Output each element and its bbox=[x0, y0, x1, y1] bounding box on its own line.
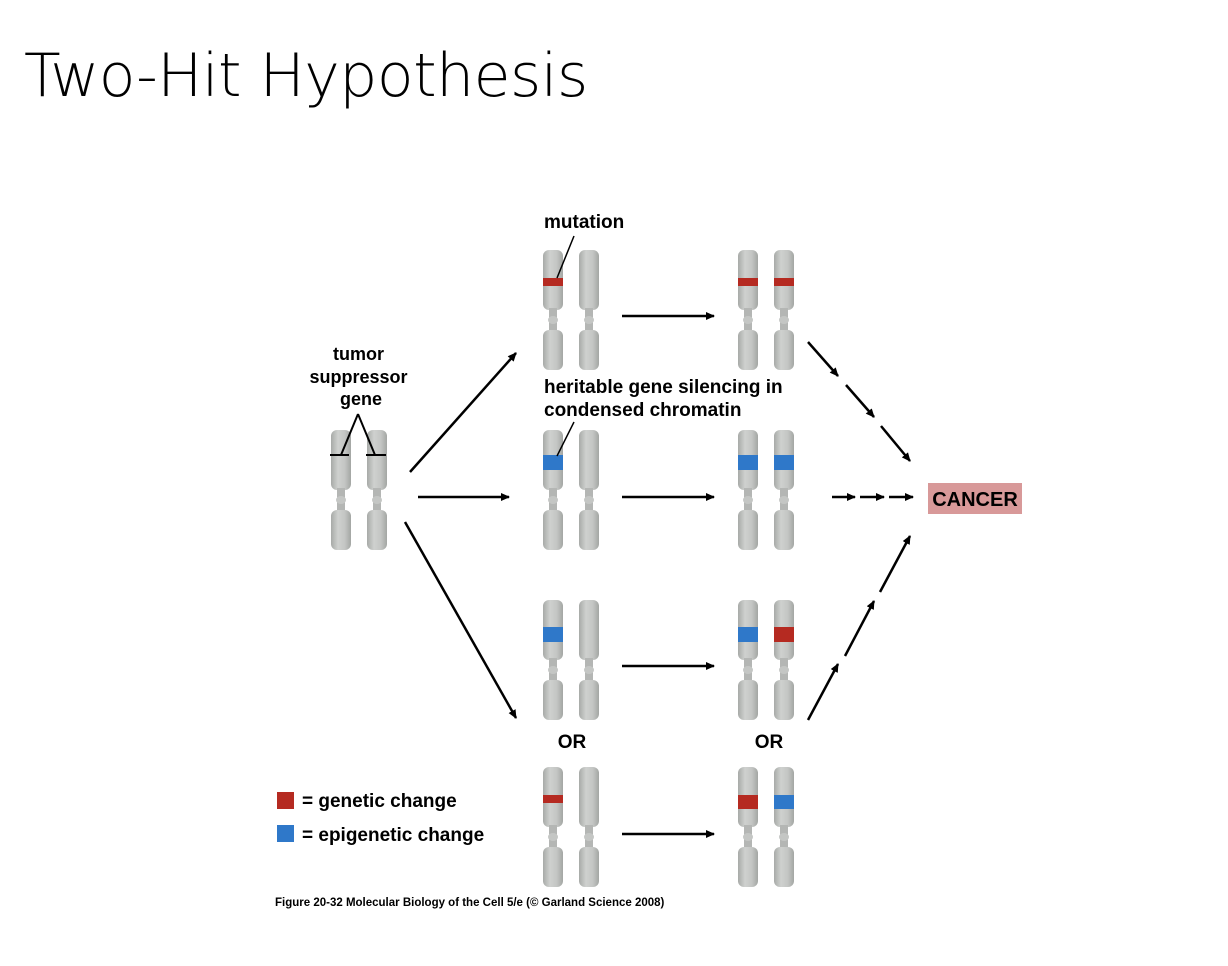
chromosome bbox=[543, 767, 563, 887]
epigenetic-change-band bbox=[774, 795, 794, 809]
genetic-change-band bbox=[774, 278, 794, 286]
chromosome bbox=[774, 430, 794, 550]
mutation-label: mutation bbox=[544, 212, 624, 233]
chromosome-pairs bbox=[331, 250, 794, 887]
chromosome-pair-two-mutations bbox=[738, 250, 794, 370]
genetic-change-band bbox=[543, 795, 563, 803]
chromosome bbox=[738, 600, 758, 720]
chromosome-pair-silenced-mutated bbox=[738, 600, 794, 720]
chromosome-pair-silenced-2 bbox=[543, 600, 599, 720]
legend-epigenetic-swatch bbox=[277, 825, 294, 842]
chromosome bbox=[738, 430, 758, 550]
epigenetic-change-band bbox=[738, 627, 758, 642]
chromosome bbox=[774, 600, 794, 720]
chromosome bbox=[774, 250, 794, 370]
silencing-label: heritable gene silencing in condensed ch… bbox=[544, 377, 788, 421]
legend-epigenetic-label: = epigenetic change bbox=[302, 825, 484, 846]
dashed-arrow-bottom bbox=[806, 535, 912, 721]
chromosome bbox=[738, 767, 758, 887]
or-label-right: OR bbox=[755, 732, 784, 753]
chromosome bbox=[774, 767, 794, 887]
epigenetic-change-band bbox=[738, 455, 758, 470]
chromosome bbox=[543, 250, 563, 370]
chromosome-pair-mutated-silenced bbox=[738, 767, 794, 887]
chromosome bbox=[579, 250, 599, 370]
genetic-change-band bbox=[543, 278, 563, 286]
chromosome bbox=[543, 600, 563, 720]
dashed-arrow-top bbox=[807, 341, 911, 462]
epigenetic-change-band bbox=[774, 455, 794, 470]
chromosome bbox=[331, 430, 351, 550]
epigenetic-change-band bbox=[543, 455, 563, 470]
cancer-box: CANCER bbox=[928, 483, 1022, 514]
legend-genetic-swatch bbox=[277, 792, 294, 809]
arrow-to-mutation-row bbox=[409, 352, 517, 473]
chromosome-pair-silenced bbox=[543, 430, 599, 550]
chromosome bbox=[579, 600, 599, 720]
genetic-change-band bbox=[738, 795, 758, 809]
chromosome bbox=[579, 767, 599, 887]
chromosome bbox=[543, 430, 563, 550]
genetic-change-band bbox=[774, 627, 794, 642]
genetic-change-band bbox=[738, 278, 758, 286]
chromosome bbox=[579, 430, 599, 550]
mutation-pointer bbox=[556, 235, 575, 279]
or-label-left: OR bbox=[558, 732, 587, 753]
second-hit-arrows bbox=[622, 312, 715, 838]
chromosome-pair-mutation bbox=[543, 250, 599, 370]
slide-title: Two-Hit Hypothesis bbox=[24, 41, 588, 111]
legend: = genetic change = epigenetic change bbox=[277, 791, 484, 846]
figure-caption: Figure 20-32 Molecular Biology of the Ce… bbox=[275, 897, 665, 909]
chromosome-pair-two-silenced bbox=[738, 430, 794, 550]
legend-genetic-label: = genetic change bbox=[302, 791, 457, 812]
cancer-arrows bbox=[806, 341, 914, 721]
cancer-label: CANCER bbox=[932, 489, 1018, 511]
tumor-suppressor-label: tumor suppressor gene bbox=[309, 344, 412, 409]
epigenetic-change-band bbox=[543, 627, 563, 642]
gene-bracket bbox=[330, 413, 386, 456]
chromosome bbox=[738, 250, 758, 370]
chromosome-pair-mutation-2 bbox=[543, 767, 599, 887]
chromosome bbox=[367, 430, 387, 550]
chromosome-pair-normal bbox=[331, 430, 387, 550]
silencing-pointer bbox=[556, 421, 575, 457]
arrow-to-mixed-rows bbox=[403, 521, 518, 719]
initial-arrows bbox=[403, 352, 518, 719]
